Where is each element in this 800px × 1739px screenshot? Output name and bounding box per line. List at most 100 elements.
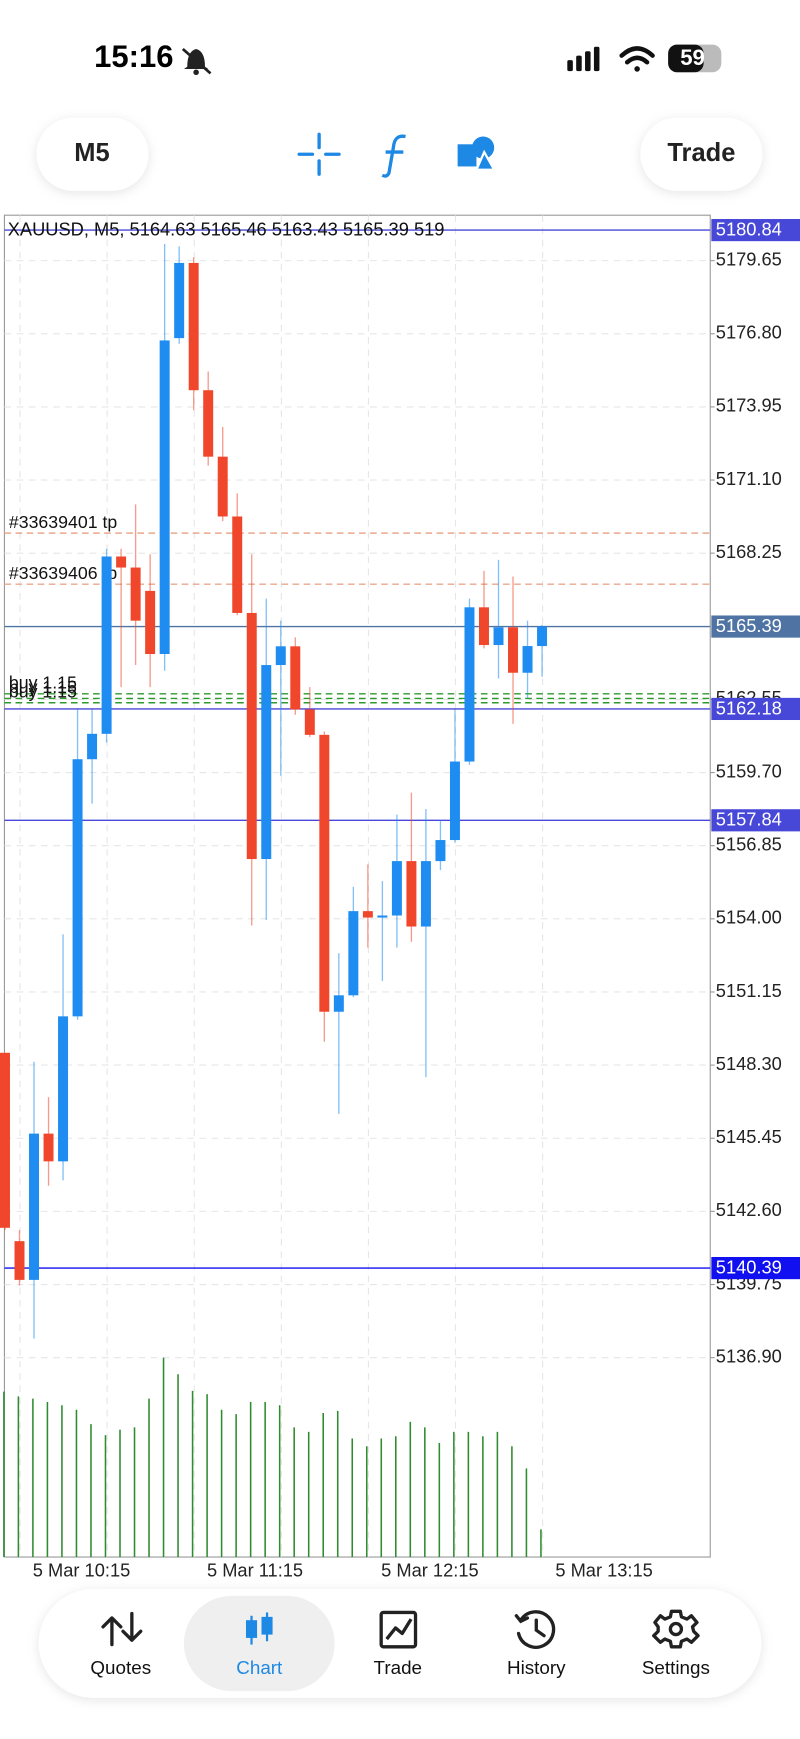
candle-body [391,861,402,916]
level-tag [711,615,800,638]
nav-label[interactable]: History [507,1657,566,1678]
trade-icon[interactable] [379,1610,418,1649]
bottom-nav: Quotes Chart Trade History Settings [38,1589,762,1698]
candle-body [304,709,315,735]
candle-body [508,627,519,673]
candle-body [159,340,170,655]
objects-button[interactable] [457,136,497,171]
plot-frame [3,214,711,1558]
level-tag [711,1257,800,1280]
x-tick-label: 5 Mar 12:15 [381,1559,478,1580]
x-tick-label: 5 Mar 10:15 [33,1559,130,1580]
order-label: buy 1.15 [9,677,77,697]
candle-body [493,627,504,646]
order-label: #33639406 tp [9,563,118,583]
candle-body [449,761,460,841]
candle-body [101,556,112,734]
candle-body [275,646,286,666]
candle-body [203,390,214,457]
y-tick-label: 5173.95 [716,395,782,416]
candle-body [261,665,272,860]
timeframe-button[interactable]: M5 [36,117,149,191]
candle-body [58,1016,69,1162]
y-tick-label: 5151.15 [716,980,782,1001]
candle-body [14,1241,25,1280]
y-tick-label: 5168.25 [716,541,782,562]
y-tick-label: 5142.60 [716,1199,782,1220]
order-label: #33639401 tp [9,512,118,532]
nav-active [183,1595,335,1692]
candle-body [174,262,185,339]
candle-body [479,607,489,646]
nav-label[interactable]: Quotes [90,1657,151,1678]
candle-body [464,607,475,762]
x-tick-label: 5 Mar 13:15 [555,1559,652,1580]
candle-body [420,861,431,927]
settings-icon[interactable] [652,1609,700,1649]
candle-body [0,1052,10,1228]
candle-body [145,590,156,655]
history-icon[interactable] [514,1610,556,1649]
level-tag-label: 5140.39 [716,1256,782,1277]
timeframe[interactable]: M5 [74,139,109,167]
candle-body [72,759,83,1017]
x-tick-label: 5 Mar 11:15 [207,1559,303,1580]
battery-level: 59 [680,45,705,70]
candle-body [87,733,98,760]
candle-body [232,516,243,613]
level-tag [711,697,800,721]
order-label: buy 1.15 [9,673,77,693]
nav-label[interactable]: Trade [374,1657,423,1678]
y-tick-label: 5154.00 [716,907,782,928]
indicators-button[interactable] [381,134,406,178]
y-tick-label: 5156.85 [716,834,782,855]
nav-bar [38,1589,762,1698]
level-tag-label: 5165.39 [716,615,782,636]
candle-body [130,567,141,621]
candle-body [217,456,228,517]
y-tick-label: 5145.45 [716,1126,782,1147]
order-label: buy 1.15 [9,681,77,701]
y-tick-label: 5148.30 [716,1053,782,1074]
clock: 15:16 [94,39,173,74]
candle-body [29,1133,40,1280]
candle-body [522,646,533,673]
nav-label[interactable]: Settings [642,1657,710,1678]
y-tick-label: 5136.90 [716,1345,782,1366]
candle-body [406,861,417,927]
battery-icon: 59 [668,44,722,73]
wifi-icon [619,46,655,72]
y-tick-label: 5171.10 [716,468,782,489]
level-tag [711,219,800,242]
trade-button[interactable]: Trade [640,117,763,191]
chart-title: XAUUSD, M5, 5164.63 5165.46 5163.43 5165… [8,219,445,240]
candle-body [537,626,548,647]
candle-body [333,995,344,1012]
trade[interactable]: Trade [667,139,735,167]
level-tag-label: 5180.84 [716,218,782,239]
y-tick-label: 5176.80 [716,322,782,343]
candle-body [116,556,127,568]
candle-body [246,612,257,860]
candle-body [188,262,199,391]
y-tick-label: 5179.65 [716,248,782,269]
candle-body [377,915,388,918]
chart-icon[interactable] [245,1612,273,1645]
y-tick-label: 5159.70 [716,760,782,781]
level-tag [711,809,800,832]
level-tag-label: 5162.18 [716,697,782,718]
crosshair-button[interactable] [297,132,341,176]
candle-body [290,646,301,710]
candle-body [362,911,373,918]
bell-off-icon [181,47,212,76]
candle-body [43,1133,54,1162]
level-tag-label: 5157.84 [716,809,782,830]
candle-body [348,911,359,996]
chart: 5179.65 5176.80 5173.95 5171.10 5168.25 5162.… [0,214,800,1580]
nav-label[interactable]: Chart [236,1657,283,1678]
quotes-icon[interactable] [101,1611,143,1647]
candle-body [435,840,446,862]
candle-body [319,734,330,1012]
